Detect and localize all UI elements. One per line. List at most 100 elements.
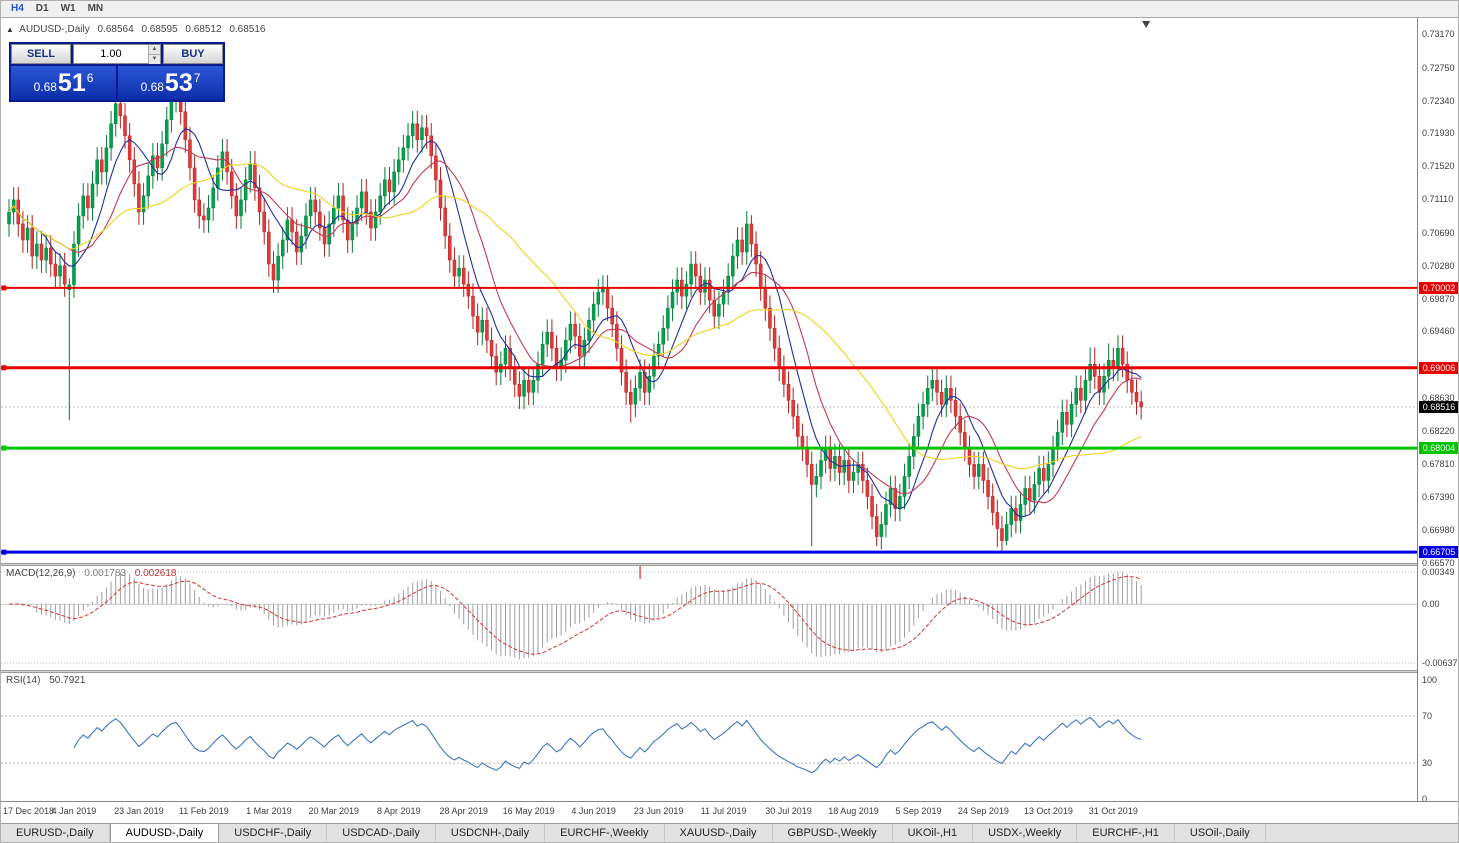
rsi-line [73, 716, 1142, 774]
ohlc-high: 0.68595 [141, 24, 178, 35]
moving-average-34 [8, 163, 1142, 470]
volume-input[interactable] [74, 45, 148, 63]
rsi-label: RSI(14) 50.7921 [6, 675, 85, 686]
price-axis-tick: 0.69870 [1422, 293, 1455, 304]
moving-average-8 [8, 128, 1142, 518]
macd-histogram [36, 571, 1142, 660]
chart-tab-usdcad-daily[interactable]: USDCAD-,Daily [327, 824, 436, 842]
candles [7, 78, 1143, 551]
date-axis-label: 31 Oct 2019 [1088, 806, 1138, 816]
price-scale[interactable]: 0.73170 0.72750 0.72340 0.71930 0.71520 0.711… [1417, 18, 1458, 804]
timeframe-h4[interactable]: H4 [5, 2, 30, 16]
volume-decrease-icon[interactable]: ▼ [148, 55, 160, 64]
date-axis-label: 13 Oct 2019 [1023, 806, 1073, 816]
chart-tab-eurusd-daily[interactable]: EURUSD-,Daily [1, 824, 110, 842]
timeframe-w1[interactable]: W1 [55, 2, 82, 16]
rsi-value: 50.7921 [49, 675, 86, 686]
macd-axis-tick: 0.00349 [1422, 566, 1455, 577]
price-axis-tick: 0.69460 [1422, 326, 1455, 337]
date-axis-label: 30 Jul 2019 [765, 806, 812, 816]
symbol-name: AUDUSD-,Daily [19, 24, 90, 35]
macd-main-value: 0.001783 [84, 568, 126, 579]
chart-tab-audusd-daily[interactable]: AUDUSD-,Daily [109, 824, 220, 842]
macd-signal-value: 0.002618 [134, 568, 177, 579]
time-scale[interactable]: 17 Dec 2018 4 Jan 2019 23 Jan 2019 11 Feb 2… [1, 801, 1458, 823]
pane-splitter-macd[interactable] [1, 563, 1458, 566]
moving-average-14 [8, 146, 1142, 504]
sell-button[interactable]: SELL [11, 44, 71, 64]
level-handle[interactable] [1, 285, 7, 291]
level-handle[interactable] [1, 445, 7, 451]
macd-signal-line [8, 575, 1142, 655]
chart-tab-xauusd-daily[interactable]: XAUUSD-,Daily [665, 824, 773, 842]
date-axis-label: 18 Aug 2019 [828, 806, 879, 816]
ohlc-open: 0.68564 [97, 24, 134, 35]
ohlc-close: 0.68516 [229, 24, 266, 35]
pane-splitter-rsi[interactable] [1, 670, 1458, 673]
price-axis-tick: 0.68630 [1422, 392, 1455, 403]
date-axis-label: 24 Sep 2019 [957, 806, 1009, 816]
macd-axis-tick: 0.00 [1422, 599, 1440, 610]
date-axis-label: 23 Jan 2019 [114, 806, 164, 816]
date-axis-label: 1 Mar 2019 [246, 806, 292, 816]
rsi-axis-tick: 70 [1422, 710, 1433, 721]
date-axis-label: 28 Apr 2019 [439, 806, 488, 816]
chart-shift-marker-icon[interactable] [1142, 21, 1151, 28]
chart-tab-ukoil-h1[interactable]: UKOil-,H1 [893, 824, 974, 842]
timeframe-d1[interactable]: D1 [30, 2, 55, 16]
chart-tab-usoil-daily[interactable]: USOil-,Daily [1175, 824, 1266, 842]
date-axis-label: 17 Dec 2018 [3, 806, 55, 816]
date-axis-label: 23 Jun 2019 [633, 806, 684, 816]
chart-tab-eurchf-h1[interactable]: EURCHF-,H1 [1077, 824, 1175, 842]
price-axis-tick: 0.71110 [1422, 194, 1454, 205]
chart-title: ▲ AUDUSD-,Daily 0.68564 0.68595 0.68512 … [6, 24, 265, 35]
chart-tab-usdx-weekly[interactable]: USDX-,Weekly [973, 824, 1078, 842]
chart-tab-usdcnh-daily[interactable]: USDCNH-,Daily [436, 824, 546, 842]
rsi-indicator-pane[interactable] [1, 673, 1417, 801]
macd-label: MACD(12,26,9) 0.001783 0.002618 [6, 568, 176, 579]
price-axis-tick: 0.68220 [1422, 425, 1455, 436]
buy-price-base: 0.68 [140, 80, 164, 94]
volume-increase-icon[interactable]: ▲ [148, 45, 160, 55]
level-handle[interactable] [1, 365, 7, 371]
buy-price-box[interactable]: 0.68 53 7 [118, 66, 223, 100]
price-axis-tick: 0.66570 [1422, 558, 1455, 568]
timeframe-mn[interactable]: MN [82, 2, 110, 16]
timeframe-toolbar: H4 D1 W1 MN [1, 1, 1458, 18]
chart-tab-eurchf-weekly[interactable]: EURCHF-,Weekly [545, 824, 665, 842]
sell-price-base: 0.68 [33, 80, 57, 94]
chart-tab-bar: EURUSD-,Daily AUDUSD-,Daily USDCHF-,Daily U… [1, 823, 1458, 842]
macd-name: MACD(12,26,9) [6, 568, 76, 579]
date-axis-label: 11 Jul 2019 [700, 806, 747, 816]
buy-price-pip: 7 [193, 71, 201, 85]
macd-axis-tick: -0.00637 [1422, 657, 1458, 668]
price-axis-tick: 0.72340 [1422, 95, 1455, 106]
one-click-toggle-icon[interactable]: ▲ [6, 25, 14, 34]
level-price-badge: 0.68004 [1419, 442, 1458, 455]
rsi-axis-tick: 0 [1422, 794, 1428, 804]
level-handle[interactable] [1, 549, 7, 555]
sell-price-box[interactable]: 0.68 51 6 [11, 66, 116, 100]
macd-indicator-pane[interactable] [1, 566, 1417, 670]
date-axis-label: 4 Jun 2019 [571, 806, 616, 816]
price-axis-tick: 0.66980 [1422, 525, 1455, 536]
candlestick-chart[interactable] [1, 18, 1417, 563]
sell-price-big: 51 [57, 69, 86, 97]
date-axis-label: 5 Sep 2019 [895, 806, 942, 816]
date-axis-label: 16 May 2019 [502, 806, 555, 816]
chart-tab-usdchf-daily[interactable]: USDCHF-,Daily [219, 824, 328, 842]
price-axis-tick: 0.67810 [1422, 458, 1455, 469]
chart-workspace: ▲ AUDUSD-,Daily 0.68564 0.68595 0.68512 … [1, 18, 1458, 823]
price-axis-tick: 0.72750 [1422, 62, 1455, 73]
current-price-badge: 0.68516 [1419, 401, 1458, 414]
price-axis-tick: 0.73170 [1422, 29, 1455, 40]
buy-button[interactable]: BUY [163, 44, 223, 64]
chart-tab-gbpusd-weekly[interactable]: GBPUSD-,Weekly [773, 824, 893, 842]
level-price-badge: 0.69006 [1419, 361, 1458, 374]
price-axis-tick: 0.71520 [1422, 161, 1455, 172]
rsi-name: RSI(14) [6, 675, 41, 686]
level-price-badge: 0.70002 [1419, 281, 1458, 294]
ohlc-low: 0.68512 [185, 24, 222, 35]
